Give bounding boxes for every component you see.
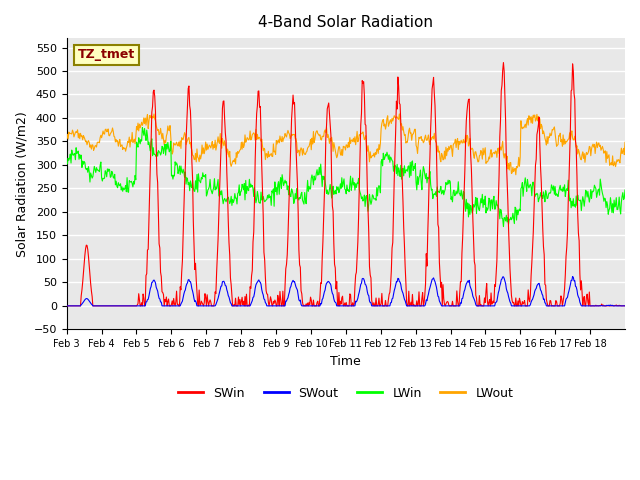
Title: 4-Band Solar Radiation: 4-Band Solar Radiation [259,15,433,30]
Text: TZ_tmet: TZ_tmet [78,48,135,61]
Legend: SWin, SWout, LWin, LWout: SWin, SWout, LWin, LWout [173,382,518,405]
Y-axis label: Solar Radiation (W/m2): Solar Radiation (W/m2) [15,111,28,257]
X-axis label: Time: Time [330,355,361,368]
